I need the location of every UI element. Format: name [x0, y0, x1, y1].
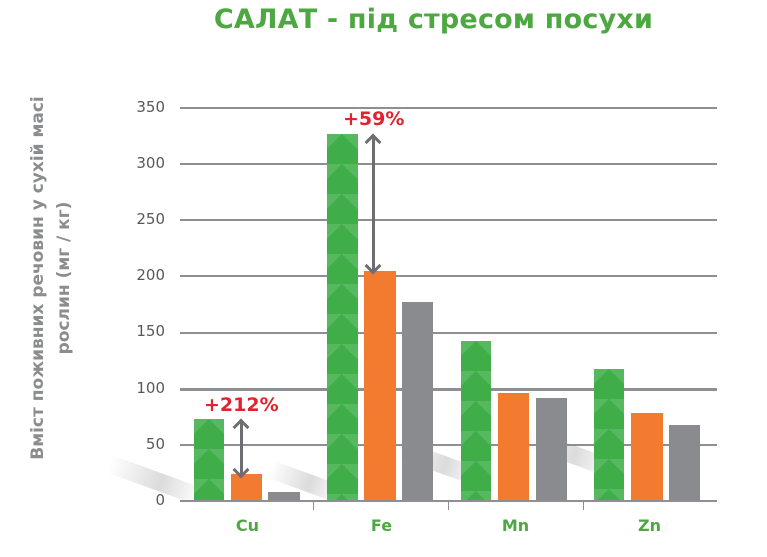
double-arrow-icon — [240, 421, 243, 476]
chart-title: САЛАТ - під стресом посухи — [213, 4, 654, 35]
y-tick-label: 150 — [136, 322, 165, 340]
y-tick-label: 100 — [136, 379, 165, 397]
y-tick-label: 50 — [145, 435, 165, 453]
y-tick-label: 0 — [155, 491, 165, 509]
x-label-fe: Fe — [370, 516, 393, 535]
bar-cu-green — [194, 419, 224, 501]
bar-fe-orange — [364, 271, 396, 501]
y-tick-label: 350 — [136, 98, 165, 116]
gridline-200 — [180, 275, 717, 277]
y-tick-label: 250 — [136, 210, 165, 228]
bar-cu-gray — [268, 492, 300, 501]
double-arrow-icon — [372, 136, 375, 272]
x-axis-tick — [583, 502, 584, 510]
bar-fe-green — [327, 134, 358, 501]
x-axis-tick — [448, 502, 449, 510]
bar-mn-orange — [498, 393, 529, 501]
bar-zn-gray — [669, 425, 700, 501]
bar-fe-gray — [402, 302, 433, 501]
gridline-100 — [180, 388, 717, 391]
gridline-300 — [180, 163, 717, 165]
x-label-mn: Mn — [501, 516, 530, 535]
bar-cu-orange — [231, 474, 262, 501]
x-label-zn: Zn — [638, 516, 661, 535]
annotation-cu-increase: +212% — [204, 394, 279, 416]
gridline-250 — [180, 219, 717, 221]
bar-mn-gray — [536, 398, 567, 501]
y-tick-label: 300 — [136, 154, 165, 172]
x-axis-line — [180, 500, 717, 502]
gridline-150 — [180, 332, 717, 334]
bar-zn-green — [594, 369, 624, 501]
annotation-fe-increase: +59% — [343, 108, 405, 130]
y-tick-label: 200 — [136, 266, 165, 284]
gridline-350 — [180, 107, 717, 109]
gridline-50 — [180, 444, 717, 446]
bar-zn-orange — [631, 413, 663, 501]
bar-mn-green — [461, 341, 491, 501]
x-axis-tick — [313, 502, 314, 510]
x-label-cu: Cu — [235, 516, 260, 535]
